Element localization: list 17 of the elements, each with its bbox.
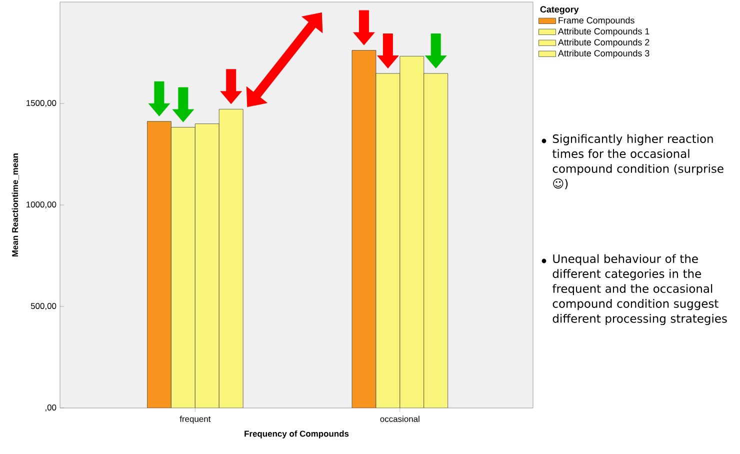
y-tick-label: 500,00 [30,302,56,310]
y-tick-label: ,00 [45,404,56,412]
x-axis-title: Frequency of Compounds [244,430,349,438]
y-tick-label: 1000,00 [26,201,56,208]
legend-title: Category [540,6,579,14]
y-tick-label: 1500,00 [26,100,56,107]
text: Significantly higher reaction times for the occasional compound condition (surprise ☺) [552,134,724,190]
legend-label: Attribute Compounds 3 [558,50,650,58]
legend-label: Attribute Compounds 2 [558,38,650,48]
x-tick-label: occasional [380,416,420,422]
y-axis-title: Mean Reactiontime_mean [12,154,20,256]
text: Unequal behaviour of the different categories in the frequent and the occasional compound condition suggest different processing strategies [552,254,727,326]
legend-label: Frame Compounds [558,16,634,26]
bar [352,50,376,408]
x-tick-label: frequent [180,416,211,424]
bar [147,121,172,408]
legend-label: Attribute Compounds 1 [558,28,650,36]
